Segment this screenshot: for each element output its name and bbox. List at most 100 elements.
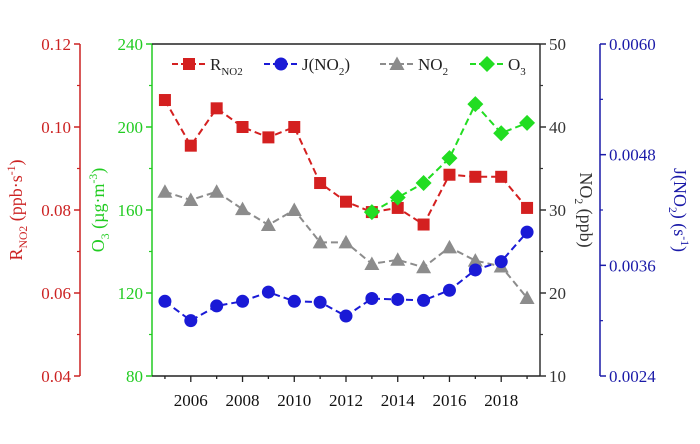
data-point-triangle [364,256,380,270]
legend-item-square: RNO2 [172,55,243,78]
legend-item-diamond: O3 [470,55,526,78]
data-point-triangle [260,217,276,231]
legend-swatch-marker [479,56,495,72]
axis-label-rno2: RNO2 (ppb·s-1) [5,160,30,261]
data-point-circle [236,294,250,308]
tick-label-o3: 120 [118,284,144,303]
tick-label-x: 2008 [226,391,260,410]
data-point-circle [417,293,431,307]
series-square [158,94,534,231]
tick-label-o3: 80 [126,367,143,386]
data-point-triangle [235,201,251,216]
data-point-circle [210,299,224,313]
data-point-square [210,102,223,115]
legend-swatch-marker [389,56,405,70]
axes-layer: 0.04 0.06 0.08 0.10 0.12 80 120 160 200 240 10 20 30… [5,35,691,410]
data-point-square [158,94,171,107]
data-point-square [417,218,430,231]
data-point-circle [442,283,456,297]
data-point-circle [184,314,198,328]
tick-label-x: 2006 [174,391,208,410]
legend-label: O3 [508,55,526,78]
data-point-triangle [286,202,302,216]
data-point-square [314,177,327,190]
tick-label-jno2: 0.0036 [609,256,656,275]
data-point-square [262,131,275,144]
data-point-diamond [441,150,458,167]
legend-swatch-marker [183,58,195,70]
data-point-diamond [467,96,484,113]
data-point-circle [468,263,482,277]
tick-label-rno2: 0.12 [41,35,71,54]
axis-label-o3: O3 (µg·m-3) [87,168,112,252]
tick-label-jno2: 0.0060 [609,35,656,54]
tick-label-o3: 240 [118,35,144,54]
tick-label-x: 2018 [484,391,518,410]
legend-label: NO2 [418,55,448,78]
data-point-triangle [312,234,328,249]
data-point-diamond [493,125,510,142]
tick-label-rno2: 0.10 [41,118,71,137]
tick-label-no2: 50 [549,35,566,54]
legend: RNO2 J(NO2) NO2 O3 [172,55,526,78]
data-point-triangle [209,184,225,198]
data-point-square [443,168,456,181]
data-point-diamond [519,114,536,131]
data-point-triangle [467,253,483,267]
data-point-circle [391,292,405,306]
data-point-circle [520,225,534,239]
data-point-diamond [363,204,380,221]
tick-label-x: 2012 [329,391,363,410]
legend-label: RNO2 [210,55,243,78]
tick-label-rno2: 0.06 [41,284,71,303]
legend-item-triangle: NO2 [380,55,448,78]
data-point-triangle [390,252,406,266]
tick-label-no2: 30 [549,201,566,220]
data-point-triangle [519,290,535,304]
tick-label-no2: 40 [549,118,566,137]
data-point-circle [494,255,508,269]
data-point-circle [261,285,275,299]
series-diamond [363,96,536,221]
axis-x: 2006 2008 2010 2012 2014 2016 2018 [152,43,540,410]
tick-label-o3: 160 [118,201,144,220]
axis-jno2: 0.0024 0.0036 0.0048 0.0060 [599,35,656,386]
legend-item-circle: J(NO2) [264,55,350,78]
tick-label-o3: 200 [118,118,144,137]
legend-swatch-marker [274,57,288,71]
series-circle [158,225,534,328]
data-point-circle [158,294,172,308]
axis-no2: 10 20 30 40 50 [539,35,566,386]
data-point-triangle [441,239,457,254]
data-point-square [495,170,508,183]
data-point-circle [365,292,379,306]
data-point-diamond [389,189,406,206]
series-triangle [157,184,535,304]
data-point-square [469,170,482,183]
tick-label-no2: 10 [549,367,566,386]
tick-label-no2: 20 [549,284,566,303]
data-point-square [184,139,197,152]
series-layer [157,94,536,328]
tick-label-jno2: 0.0048 [609,146,656,165]
data-point-diamond [415,175,432,192]
data-point-triangle [183,192,199,207]
tick-label-x: 2016 [432,391,466,410]
tick-label-rno2: 0.08 [41,201,71,220]
data-point-square [236,121,249,133]
data-point-square [391,201,404,214]
data-point-square [340,195,352,208]
axis-label-no2: NO2 (ppb) [572,172,596,247]
data-point-triangle [338,234,354,249]
tick-label-x: 2014 [381,391,416,410]
data-point-square [521,201,534,214]
axis-o3: 80 120 160 200 240 [118,35,153,386]
data-point-circle [339,309,353,323]
axis-rno2: 0.04 0.06 0.08 0.10 0.12 [41,35,81,386]
tick-label-x: 2010 [277,391,311,410]
data-point-triangle [416,259,432,274]
data-point-triangle [157,184,173,198]
data-point-square [288,121,301,133]
data-point-circle [313,295,327,309]
